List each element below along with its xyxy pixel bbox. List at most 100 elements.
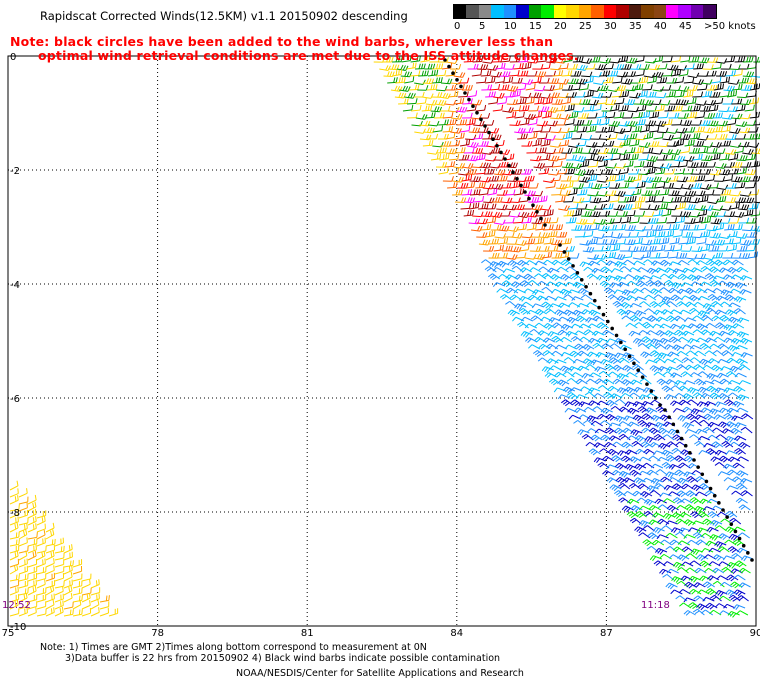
wind-barb: [628, 182, 640, 189]
wind-barb: [641, 190, 653, 197]
wind-barb: [658, 300, 671, 308]
wind-barb: [578, 287, 591, 295]
wind-barb: [708, 104, 719, 112]
wind-barb: [685, 553, 698, 560]
wind-barb: [411, 104, 422, 112]
color-label: >50 knots: [704, 21, 756, 32]
wind-barb: [536, 147, 547, 154]
wind-barb: [622, 112, 634, 119]
wind-barb: [563, 210, 575, 217]
wind-barb: [696, 554, 709, 562]
wind-barb: [671, 119, 683, 126]
wind-barb: [659, 273, 672, 280]
wind-barb: [625, 322, 638, 329]
wind-barb: [565, 266, 578, 273]
wind-barb: [550, 175, 562, 182]
wind-barb: [581, 211, 593, 217]
wind-barb: [506, 287, 519, 294]
wind-barb: [695, 428, 708, 435]
wind-barb: [613, 64, 625, 70]
wind-barb: [514, 274, 527, 280]
wind-barb: [700, 392, 714, 399]
wind-barb: [738, 141, 750, 148]
contamination-dot: [619, 340, 623, 345]
wind-barb: [592, 233, 605, 239]
wind-barb: [392, 56, 403, 63]
wind-barb: [699, 244, 711, 252]
wind-barb: [580, 120, 593, 126]
wind-barb: [610, 393, 623, 399]
wind-barb: [564, 118, 575, 126]
wind-barb: [697, 147, 709, 154]
wind-barb: [674, 90, 685, 98]
wind-barb: [561, 70, 573, 77]
wind-barb: [677, 259, 690, 266]
wind-barb: [727, 79, 740, 85]
wind-barb: [575, 140, 587, 147]
wind-barb: [640, 441, 653, 448]
wind-barb: [631, 440, 644, 448]
wind-barb: [502, 268, 515, 274]
wind-barb: [657, 141, 669, 148]
wind-barb: [718, 533, 731, 541]
wind-barb: [81, 573, 92, 582]
wind-barb: [587, 238, 599, 245]
wind-barb: [534, 322, 547, 329]
wind-barb: [740, 490, 753, 497]
wind-barb: [529, 328, 542, 336]
wind-barb: [634, 322, 647, 329]
wind-barb: [670, 589, 683, 595]
wind-barb: [704, 112, 716, 119]
wind-barb: [649, 365, 662, 373]
wind-barb: [499, 71, 511, 78]
wind-barb: [599, 210, 611, 217]
wind-barb: [460, 203, 472, 210]
wind-barb: [668, 554, 682, 560]
wind-barb: [414, 128, 426, 134]
wind-barb: [739, 113, 751, 120]
wind-barb: [648, 190, 661, 196]
color-swatch: [653, 5, 666, 18]
wind-barb: [577, 429, 590, 435]
contamination-dot: [515, 177, 519, 181]
wind-barb: [484, 266, 497, 273]
wind-barb: [567, 188, 578, 196]
wind-barb: [676, 350, 689, 357]
color-swatch: [678, 5, 691, 18]
wind-barb: [684, 204, 696, 211]
wind-barb: [753, 197, 760, 204]
contamination-dot: [725, 515, 729, 519]
wind-barb: [618, 90, 630, 98]
contamination-dot: [543, 223, 547, 227]
wind-barb: [687, 162, 699, 168]
wind-barb: [585, 378, 598, 385]
wind-barb: [672, 105, 683, 112]
wind-barb: [734, 422, 747, 429]
wind-barb: [544, 295, 557, 301]
wind-barb: [63, 601, 74, 610]
wind-barb: [682, 168, 694, 175]
wind-barb: [704, 161, 716, 168]
wind-barb: [568, 111, 579, 119]
wind-barb: [743, 209, 754, 217]
wind-barb: [570, 163, 582, 170]
wind-barb: [9, 539, 20, 547]
wind-barb: [704, 99, 717, 106]
wind-barb: [18, 523, 28, 533]
wind-barb: [723, 387, 736, 394]
x-tick-label: 90: [750, 628, 760, 639]
wind-barb: [738, 582, 751, 589]
wind-barb: [497, 273, 511, 280]
wind-barb: [436, 162, 448, 168]
contamination-dot: [475, 111, 479, 115]
wind-barb: [557, 394, 571, 400]
wind-barb: [732, 83, 743, 91]
wind-barb: [666, 128, 678, 134]
wind-barb: [711, 62, 722, 70]
wind-barb: [556, 231, 568, 238]
wind-barb: [557, 379, 570, 387]
wind-barb: [645, 195, 656, 203]
wind-barb: [720, 366, 733, 371]
wind-barb: [597, 97, 608, 105]
wind-barb: [542, 350, 555, 357]
